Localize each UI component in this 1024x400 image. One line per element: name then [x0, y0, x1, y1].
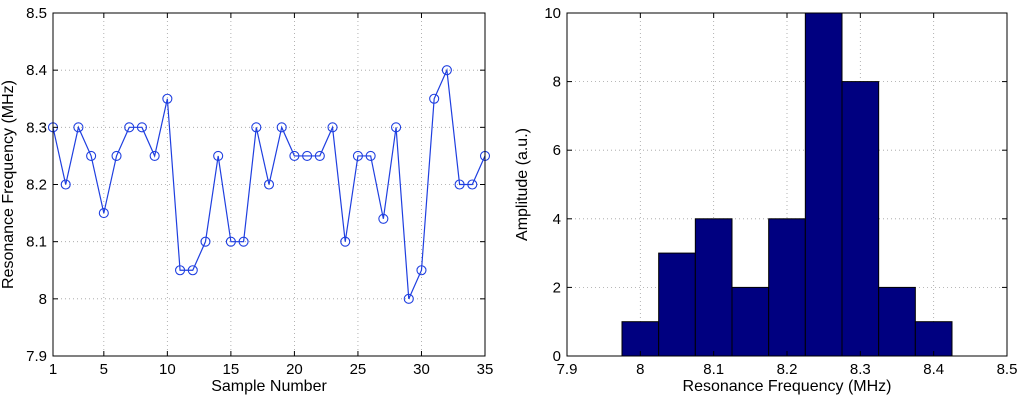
x-axis-label: Sample Number [211, 378, 327, 395]
x-tick-label: 8.5 [997, 361, 1018, 378]
x-tick-label: 20 [286, 361, 303, 378]
x-tick-label: 25 [350, 361, 367, 378]
data-point [111, 150, 122, 161]
x-tick-label: 35 [477, 361, 494, 378]
data-point [454, 179, 465, 190]
data-point [429, 93, 440, 104]
x-tick-label: 8 [636, 361, 644, 378]
histogram-bar [731, 286, 770, 357]
data-point [391, 122, 402, 133]
y-tick-label: 4 [553, 211, 561, 228]
y-tick-label: 7.9 [26, 348, 47, 365]
data-point [365, 150, 376, 161]
y-tick-label: 8.1 [26, 234, 47, 251]
data-point [416, 265, 427, 276]
data-point [213, 150, 224, 161]
y-axis-label: Resonance Frequency (MHz) [0, 80, 17, 289]
y-tick-label: 8.2 [26, 177, 47, 194]
y-tick-label: 0 [553, 348, 561, 365]
data-point [276, 122, 287, 133]
data-point [124, 122, 135, 133]
y-tick-label: 2 [553, 279, 561, 296]
x-tick-label: 1 [49, 361, 57, 378]
x-tick-label: 7.9 [557, 361, 578, 378]
series-markers [47, 65, 491, 304]
histogram-bar [841, 81, 880, 357]
bars [621, 12, 953, 357]
histogram-bar [804, 12, 843, 357]
data-point [60, 179, 71, 190]
x-tick-label: 5 [100, 361, 108, 378]
data-point [340, 236, 351, 247]
x-tick-label: 15 [223, 361, 240, 378]
y-axis-label: Amplitude (a.u.) [514, 128, 531, 241]
data-point [403, 293, 414, 304]
data-point [289, 150, 300, 161]
data-point [352, 150, 363, 161]
data-point [302, 150, 313, 161]
x-tick-label: 30 [413, 361, 430, 378]
data-point [327, 122, 338, 133]
y-tick-label: 8 [39, 291, 47, 308]
histogram-bar [621, 321, 660, 357]
x-axis-label: Resonance Frequency (MHz) [683, 378, 892, 395]
y-tick-label: 10 [544, 5, 561, 22]
data-point [98, 208, 109, 219]
data-point [73, 122, 84, 133]
data-point [200, 236, 211, 247]
data-point [162, 93, 173, 104]
x-tick-label: 8.4 [923, 361, 944, 378]
data-point [86, 150, 97, 161]
histogram-bar [878, 286, 916, 357]
histogram-bar [914, 321, 953, 357]
histogram-bar [694, 218, 733, 357]
data-point [441, 65, 452, 76]
x-tick-label: 8.1 [703, 361, 724, 378]
x-tick-label: 8.2 [777, 361, 798, 378]
data-point [175, 265, 186, 276]
x-tick-label: 10 [159, 361, 176, 378]
data-point [314, 150, 325, 161]
data-point [238, 236, 249, 247]
data-point [225, 236, 236, 247]
y-tick-label: 8.5 [26, 5, 47, 22]
y-tick-label: 8.3 [26, 119, 47, 136]
line-chart-resonance-vs-sample: 1 5 10 15 20 25 30 357.988.18.28.38.48.5Sample … [0, 5, 493, 395]
data-point [378, 213, 389, 224]
histogram-bar [768, 218, 806, 357]
data-point [136, 122, 147, 133]
data-point [263, 179, 275, 190]
data-point [187, 265, 198, 276]
y-tick-label: 8 [553, 74, 561, 91]
axes: 7.9 8 8.1 8.2 8.3 8.4 8.5 0 2 4 6 8 10 Resonance Freq… [514, 5, 1017, 395]
histogram-bar [658, 252, 696, 357]
series-line [52, 67, 486, 300]
y-tick-label: 8.4 [26, 62, 47, 79]
data-point [467, 179, 478, 190]
data-point [251, 122, 262, 133]
y-tick-label: 6 [553, 142, 561, 159]
axes: 1 5 10 15 20 25 30 357.988.18.28.38.48.5Sample … [0, 5, 493, 395]
x-tick-label: 8.3 [850, 361, 871, 378]
data-point [149, 150, 160, 161]
